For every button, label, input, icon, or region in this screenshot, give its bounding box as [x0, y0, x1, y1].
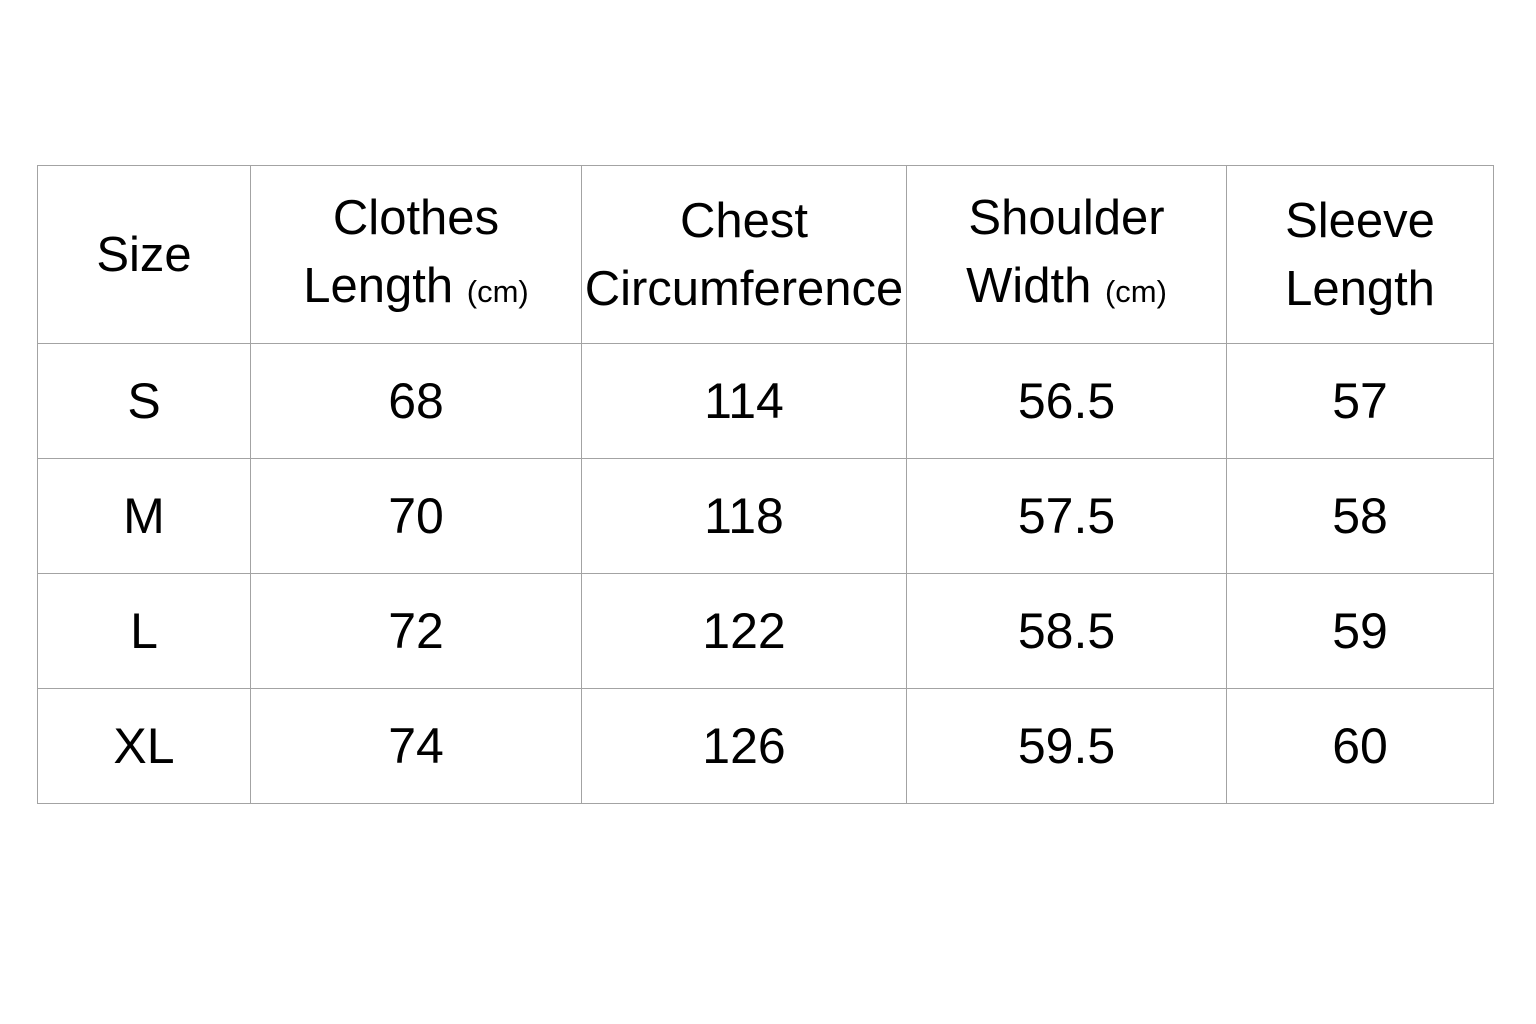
header-size: Size — [37, 165, 251, 344]
table-row: XL 74 126 59.5 60 — [37, 688, 1494, 804]
header-text: Length — [303, 258, 454, 313]
header-row: Size Clothes Length (cm) Chest Circumferen… — [37, 165, 1494, 344]
header-text: Clothes — [332, 190, 500, 245]
table-row: L 72 122 58.5 59 — [37, 573, 1494, 689]
header-sleeve-length: Sleeve Length — [1226, 165, 1494, 344]
cell-chest: 114 — [581, 343, 907, 459]
cell-size: S — [37, 343, 251, 459]
header-shoulder-width: Shoulder Width (cm) — [906, 165, 1227, 344]
cell-shoulder-width: 57.5 — [906, 458, 1227, 574]
cell-clothes-length: 68 — [250, 343, 582, 459]
header-chest-circumference: Chest Circumference — [581, 165, 907, 344]
header-text: Width — [966, 258, 1092, 313]
cell-chest: 118 — [581, 458, 907, 574]
header-unit: (cm) — [466, 273, 529, 309]
cell-sleeve-length: 59 — [1226, 573, 1494, 689]
cell-clothes-length: 72 — [250, 573, 582, 689]
cell-sleeve-length: 57 — [1226, 343, 1494, 459]
cell-size: XL — [37, 688, 251, 804]
header-text: Size — [96, 227, 192, 282]
header-text: Length — [1285, 261, 1435, 316]
cell-shoulder-width: 58.5 — [906, 573, 1227, 689]
header-clothes-length: Clothes Length (cm) — [250, 165, 582, 344]
cell-shoulder-width: 56.5 — [906, 343, 1227, 459]
table-row: S 68 114 56.5 57 — [37, 343, 1494, 459]
cell-clothes-length: 74 — [250, 688, 582, 804]
cell-sleeve-length: 60 — [1226, 688, 1494, 804]
header-unit: (cm) — [1104, 273, 1167, 309]
cell-size: M — [37, 458, 251, 574]
table-row: M 70 118 57.5 58 — [37, 458, 1494, 574]
cell-clothes-length: 70 — [250, 458, 582, 574]
header-text: Sleeve — [1285, 193, 1435, 248]
header-text: Circumference — [584, 261, 904, 316]
size-chart-table: Size Clothes Length (cm) Chest Circumferen… — [37, 165, 1494, 804]
header-text: Chest — [679, 193, 808, 248]
cell-size: L — [37, 573, 251, 689]
cell-chest: 126 — [581, 688, 907, 804]
cell-sleeve-length: 58 — [1226, 458, 1494, 574]
cell-chest: 122 — [581, 573, 907, 689]
cell-shoulder-width: 59.5 — [906, 688, 1227, 804]
header-text: Shoulder — [968, 190, 1165, 245]
